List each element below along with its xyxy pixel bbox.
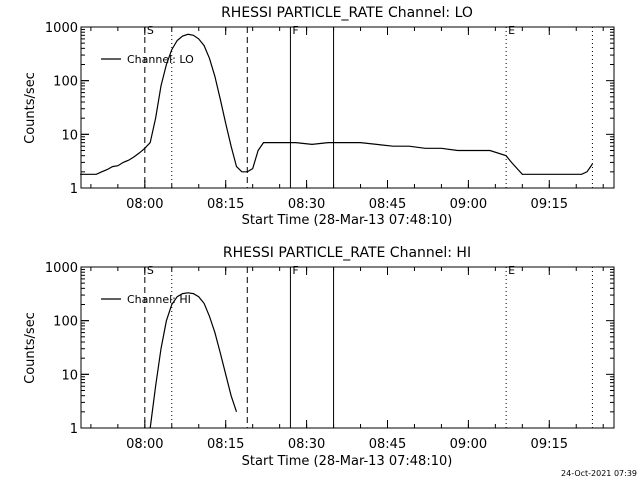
event-marker-label: E: [508, 264, 515, 277]
y-tick-label: 100: [53, 315, 78, 330]
x-tick-label: 09:15: [531, 437, 568, 452]
y-tick-label: 1: [70, 182, 78, 197]
chart-title: RHESSI PARTICLE_RATE Channel: HI: [223, 245, 471, 261]
event-marker-label: S: [147, 264, 154, 277]
series-line: [149, 292, 238, 429]
legend-label: Channel: HI: [127, 293, 191, 306]
y-tick-label: 1000: [45, 21, 78, 36]
plot-frame: [80, 26, 615, 189]
y-tick-label: 1: [70, 422, 78, 437]
y-tick-label: 100: [53, 75, 78, 90]
chart-panel-lo: RHESSI PARTICLE_RATE Channel: LO Counts/…: [23, 5, 615, 228]
y-axis-label: Counts/sec: [23, 312, 38, 384]
event-marker-label: S: [147, 24, 154, 37]
x-tick-label: 08:15: [207, 197, 244, 212]
x-tick-label: 08:30: [288, 437, 325, 452]
x-tick-label: 08:45: [369, 437, 406, 452]
x-axis-label: Start Time (28-Mar-13 07:48:10): [242, 213, 453, 228]
series-line: [80, 33, 593, 175]
y-axis-label: Counts/sec: [23, 72, 38, 144]
plot-area: 1 10 100 1000 08:00 08:15 08:30 08:45 09:00 09:15…: [45, 261, 615, 452]
footer-timestamp: 24-Oct-2021 07:39: [561, 469, 637, 478]
y-tick-label: 1000: [45, 261, 78, 276]
x-tick-label: 09:15: [531, 197, 568, 212]
chart-panel-hi: RHESSI PARTICLE_RATE Channel: HI Counts/…: [23, 245, 615, 469]
plot-frame: [80, 266, 615, 429]
x-tick-label: 09:00: [450, 197, 487, 212]
y-tick-label: 10: [61, 128, 78, 143]
x-axis-label: Start Time (28-Mar-13 07:48:10): [242, 454, 453, 469]
y-tick-label: 10: [61, 368, 78, 383]
x-tick-label: 08:45: [369, 197, 406, 212]
event-marker-label: E: [508, 24, 515, 37]
x-tick-label: 08:00: [126, 437, 163, 452]
event-marker-label: F: [292, 24, 298, 37]
legend-label: Channel: LO: [127, 53, 194, 66]
x-tick-label: 08:15: [207, 437, 244, 452]
x-tick-label: 08:30: [288, 197, 325, 212]
x-tick-label: 08:00: [126, 197, 163, 212]
x-tick-label: 09:00: [450, 437, 487, 452]
plot-area: 1 10 100 1000 08:00 08:15 08:30 08:45 09:00 09:15…: [45, 21, 615, 212]
event-marker-label: F: [292, 264, 298, 277]
chart-title: RHESSI PARTICLE_RATE Channel: LO: [221, 5, 473, 21]
